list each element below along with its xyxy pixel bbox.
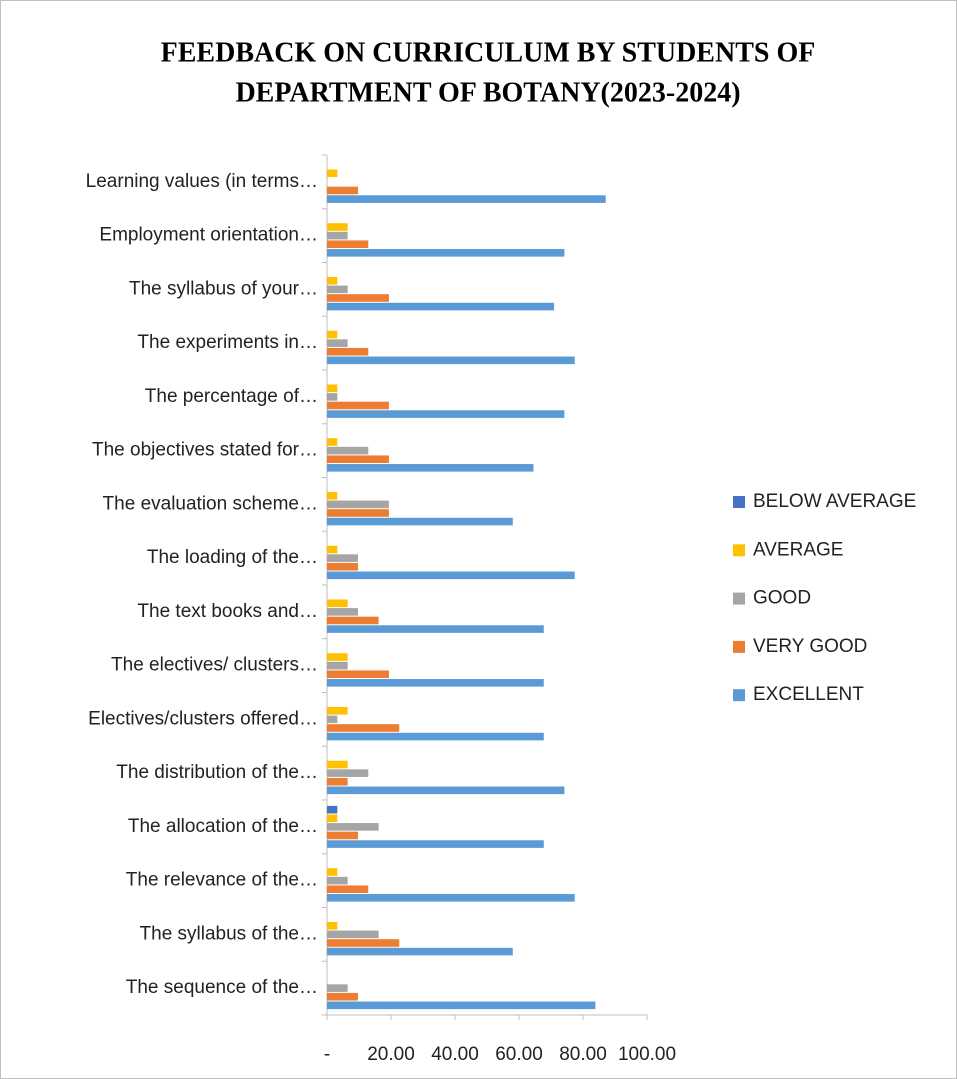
y-tick-label: The electives/ clusters… bbox=[111, 655, 318, 676]
bar bbox=[327, 930, 379, 939]
bar bbox=[327, 876, 348, 885]
bar bbox=[327, 724, 400, 732]
bar bbox=[327, 562, 358, 571]
bar bbox=[327, 446, 369, 455]
bar bbox=[327, 285, 348, 294]
bar bbox=[327, 939, 400, 947]
bar bbox=[327, 679, 544, 687]
y-tick-label: Electives/clusters offered… bbox=[88, 708, 318, 729]
y-tick-label: The percentage of… bbox=[145, 386, 318, 407]
legend-swatch bbox=[733, 640, 745, 653]
bar bbox=[327, 625, 544, 633]
bar bbox=[327, 294, 389, 302]
bar bbox=[327, 921, 338, 930]
bar bbox=[327, 599, 348, 608]
y-tick-label: The distribution of the… bbox=[116, 762, 318, 783]
y-tick-label: The experiments in… bbox=[137, 332, 318, 353]
bar bbox=[327, 715, 338, 724]
bar bbox=[327, 616, 379, 625]
bar bbox=[327, 195, 606, 203]
bar bbox=[327, 384, 338, 393]
bar bbox=[327, 840, 544, 848]
bar bbox=[327, 223, 348, 231]
bar bbox=[327, 769, 369, 777]
y-tick-label: The text books and… bbox=[137, 601, 318, 622]
bar bbox=[327, 249, 565, 257]
x-tick-label: - bbox=[324, 1044, 330, 1065]
bar bbox=[327, 805, 338, 814]
y-tick-label: The objectives stated for… bbox=[92, 440, 318, 461]
bar bbox=[327, 509, 389, 517]
bar bbox=[327, 984, 348, 992]
bar bbox=[327, 231, 348, 240]
bar bbox=[327, 732, 544, 741]
bar bbox=[327, 777, 348, 786]
y-tick-label: The relevance of the… bbox=[126, 870, 318, 891]
legend-label: AVERAGE bbox=[753, 539, 843, 560]
bar bbox=[327, 339, 348, 347]
bar bbox=[327, 831, 358, 840]
bar bbox=[327, 356, 575, 365]
y-tick-label: The syllabus of the… bbox=[140, 923, 318, 944]
bar bbox=[327, 760, 348, 769]
y-tick-label: Employment orientation… bbox=[99, 225, 318, 246]
bar bbox=[327, 330, 338, 339]
bar bbox=[327, 571, 575, 580]
y-tick-label: The syllabus of your… bbox=[129, 278, 318, 299]
bar bbox=[327, 1001, 596, 1010]
x-tick-label: 100.00 bbox=[618, 1044, 676, 1065]
legend-swatch bbox=[733, 496, 745, 508]
y-tick-label: The evaluation scheme… bbox=[103, 493, 318, 514]
bar bbox=[327, 786, 565, 795]
legend-label: VERY GOOD bbox=[753, 636, 867, 657]
bar bbox=[327, 169, 338, 178]
y-tick-label: Learning values (in terms… bbox=[86, 171, 318, 192]
bar bbox=[327, 670, 389, 679]
x-tick-label: 40.00 bbox=[431, 1044, 479, 1065]
bar bbox=[327, 661, 348, 670]
bar bbox=[327, 500, 389, 509]
y-tick-label: The sequence of the… bbox=[126, 977, 318, 998]
bar bbox=[327, 491, 338, 500]
legend-swatch bbox=[733, 544, 745, 557]
y-tick-label: The allocation of the… bbox=[128, 816, 318, 837]
bar bbox=[327, 276, 338, 285]
bar bbox=[327, 410, 565, 418]
legend-swatch bbox=[733, 592, 745, 605]
bar bbox=[327, 554, 358, 562]
legend-label: GOOD bbox=[753, 588, 811, 609]
bar bbox=[327, 814, 338, 823]
legend-swatch bbox=[733, 689, 745, 702]
legend-label: BELOW AVERAGE bbox=[753, 491, 916, 512]
bar bbox=[327, 992, 358, 1001]
bar bbox=[327, 885, 369, 894]
chart-title: DEPARTMENT OF BOTANY(2023-2024) bbox=[235, 77, 740, 108]
x-tick-label: 80.00 bbox=[559, 1044, 607, 1065]
bar bbox=[327, 347, 369, 356]
bar bbox=[327, 653, 348, 661]
bar bbox=[327, 706, 348, 715]
bar bbox=[327, 240, 369, 249]
bar bbox=[327, 186, 358, 195]
bar bbox=[327, 464, 534, 472]
bar bbox=[327, 868, 338, 876]
bar bbox=[327, 545, 338, 554]
bar bbox=[327, 608, 358, 616]
chart-title: FEEDBACK ON CURRICULUM BY STUDENTS OF bbox=[161, 37, 816, 68]
bar bbox=[327, 393, 338, 401]
bar bbox=[327, 438, 338, 446]
x-tick-label: 60.00 bbox=[495, 1044, 543, 1065]
bar bbox=[327, 302, 555, 311]
bar bbox=[327, 894, 575, 902]
bar bbox=[327, 455, 389, 464]
legend-label: EXCELLENT bbox=[753, 684, 864, 705]
bar bbox=[327, 947, 513, 956]
bar bbox=[327, 823, 379, 831]
bar bbox=[327, 517, 513, 526]
y-tick-label: The loading of the… bbox=[147, 547, 318, 568]
bar bbox=[327, 401, 389, 410]
x-tick-label: 20.00 bbox=[367, 1044, 415, 1065]
